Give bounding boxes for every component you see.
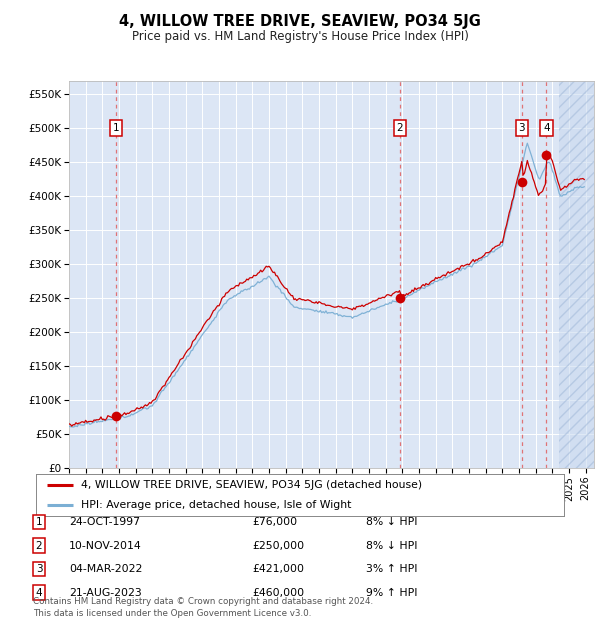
Text: 4, WILLOW TREE DRIVE, SEAVIEW, PO34 5JG (detached house): 4, WILLOW TREE DRIVE, SEAVIEW, PO34 5JG … [81, 480, 422, 490]
Text: 4: 4 [35, 588, 43, 598]
Text: £76,000: £76,000 [252, 517, 297, 527]
Text: 9% ↑ HPI: 9% ↑ HPI [366, 588, 418, 598]
Text: HPI: Average price, detached house, Isle of Wight: HPI: Average price, detached house, Isle… [81, 500, 351, 510]
Text: 4, WILLOW TREE DRIVE, SEAVIEW, PO34 5JG: 4, WILLOW TREE DRIVE, SEAVIEW, PO34 5JG [119, 14, 481, 29]
Text: 8% ↓ HPI: 8% ↓ HPI [366, 517, 418, 527]
Text: 24-OCT-1997: 24-OCT-1997 [69, 517, 140, 527]
Text: Price paid vs. HM Land Registry's House Price Index (HPI): Price paid vs. HM Land Registry's House … [131, 30, 469, 43]
Text: Contains HM Land Registry data © Crown copyright and database right 2024.
This d: Contains HM Land Registry data © Crown c… [33, 597, 373, 618]
Text: 8% ↓ HPI: 8% ↓ HPI [366, 541, 418, 551]
Text: 21-AUG-2023: 21-AUG-2023 [69, 588, 142, 598]
Text: £421,000: £421,000 [252, 564, 304, 574]
Text: £460,000: £460,000 [252, 588, 304, 598]
Text: 3: 3 [518, 123, 525, 133]
Text: 2: 2 [35, 541, 43, 551]
Text: 2: 2 [397, 123, 403, 133]
Text: 04-MAR-2022: 04-MAR-2022 [69, 564, 142, 574]
Text: 4: 4 [543, 123, 550, 133]
Text: 10-NOV-2014: 10-NOV-2014 [69, 541, 142, 551]
Text: £250,000: £250,000 [252, 541, 304, 551]
Text: 1: 1 [35, 517, 43, 527]
Text: 1: 1 [113, 123, 119, 133]
Text: 3% ↑ HPI: 3% ↑ HPI [366, 564, 418, 574]
Bar [559, 81, 594, 468]
Text: 3: 3 [35, 564, 43, 574]
